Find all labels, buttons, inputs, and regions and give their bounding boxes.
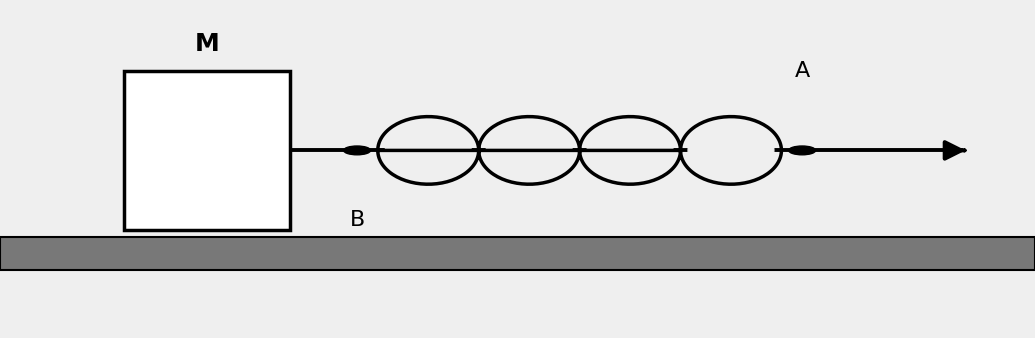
Bar (0, 237, 1035, 270)
Text: M: M (195, 32, 219, 56)
Polygon shape (486, 122, 572, 179)
Circle shape (344, 146, 371, 155)
Text: A: A (795, 61, 809, 81)
Polygon shape (688, 122, 774, 179)
Circle shape (789, 146, 816, 155)
Text: B: B (350, 210, 364, 230)
Polygon shape (385, 122, 471, 179)
Polygon shape (587, 122, 673, 179)
Bar (124, 71, 290, 230)
